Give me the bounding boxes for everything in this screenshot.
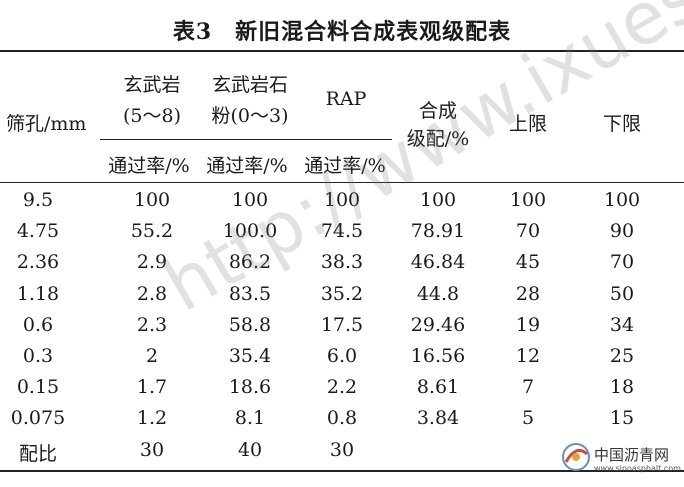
table-cell: 30: [139, 438, 165, 461]
table-cell: 38.3: [320, 251, 364, 274]
logo-url: www.sinoasphalt.com: [594, 464, 681, 473]
table-cell: 28: [515, 282, 541, 305]
top-rule: [0, 50, 684, 52]
table-cell: 6.0: [326, 345, 358, 367]
header-passing-2: 通过率/%: [206, 155, 288, 177]
sieve-size-cell: 0.15: [16, 376, 60, 399]
header-basalt-line1: 玄武岩: [123, 74, 181, 96]
header-passing-3: 通过率/%: [304, 155, 386, 177]
table-cell: 70: [609, 251, 635, 274]
table-cell: 29.46: [410, 313, 466, 336]
table-cell: 100: [509, 189, 547, 211]
table-cell: 12: [515, 345, 541, 367]
sieve-size-cell: 0.075: [10, 407, 66, 430]
sieve-size-cell: 0.6: [22, 313, 54, 336]
table-cell: 2.9: [136, 251, 168, 274]
site-logo: 中国沥青网 www.sinoasphalt.com: [560, 440, 681, 482]
table-cell: 18.6: [228, 376, 272, 399]
table-cell: 30: [329, 438, 355, 461]
table-cell: 100: [323, 189, 361, 211]
table-cell: 46.84: [410, 251, 466, 274]
table-cell: 45: [515, 251, 541, 274]
sieve-size-cell: 配比: [18, 442, 57, 465]
header-passing-1: 通过率/%: [108, 155, 190, 177]
sieve-size-cell: 4.75: [16, 220, 60, 243]
table-cell: 2.3: [136, 313, 168, 336]
table-cell: 35.2: [320, 282, 364, 305]
table-cell: 58.8: [228, 313, 272, 336]
table-cell: 8.61: [416, 376, 460, 399]
table-cell: 2.8: [136, 282, 168, 305]
table-cell: 35.4: [228, 345, 272, 367]
sieve-size-cell: 2.36: [16, 251, 60, 274]
sieve-size-cell: 9.5: [22, 189, 54, 211]
table-cell: 1.2: [136, 407, 168, 430]
header-sieve: 筛孔/mm: [6, 113, 87, 135]
table-cell: 16.56: [410, 345, 466, 367]
table-title: 表3 新旧混合料合成表观级配表: [172, 19, 512, 45]
header-synth-line1: 合成: [418, 100, 457, 122]
table-cell: 55.2: [130, 220, 174, 243]
table-cell: 74.5: [320, 220, 364, 243]
table-cell: 7: [521, 376, 535, 399]
table-cell: 100: [133, 189, 171, 211]
sieve-size-cell: 0.3: [22, 345, 54, 367]
table-cell: 100: [231, 189, 269, 211]
table-cell: 15: [609, 407, 635, 430]
table-cell: 40: [237, 438, 263, 461]
table-cell: 100.0: [222, 220, 278, 243]
table-cell: 50: [609, 282, 635, 305]
table-cell: 2: [145, 345, 159, 367]
header-basalt-line2: (5～8): [122, 105, 181, 127]
header-upper: 上限: [508, 113, 547, 135]
header-lower: 下限: [602, 113, 641, 135]
table-cell: 1.7: [136, 376, 168, 399]
table-cell: 2.2: [326, 376, 358, 399]
table-cell: 8.1: [234, 407, 266, 430]
table-cell: 83.5: [228, 282, 272, 305]
header-synth-line2: 级配/%: [406, 128, 470, 150]
table-cell: 19: [515, 313, 541, 336]
logo-text: 中国沥青网: [594, 446, 670, 464]
table-cell: 17.5: [320, 313, 364, 336]
bottom-rule: [0, 470, 684, 472]
table-cell: 44.8: [416, 282, 460, 305]
header-basalt-powder-line1: 玄武岩石: [211, 74, 288, 96]
table-cell: 18: [609, 376, 635, 399]
table-cell: 0.8: [326, 407, 358, 430]
table-cell: 3.84: [416, 407, 460, 430]
table-cell: 100: [419, 189, 457, 211]
table-cell: 90: [609, 220, 635, 243]
table-cell: 70: [515, 220, 541, 243]
header-bottom-rule: [0, 182, 684, 183]
header-rap: RAP: [325, 88, 367, 110]
table-cell: 78.91: [410, 220, 466, 243]
sieve-size-cell: 1.18: [16, 282, 60, 305]
header-basalt-powder-line2: 粉(0～3): [211, 105, 289, 127]
table-cell: 25: [609, 345, 635, 367]
table-cell: 5: [521, 407, 535, 430]
table-cell: 86.2: [228, 251, 272, 274]
table-cell: 100: [603, 189, 641, 211]
table-cell: 34: [609, 313, 635, 336]
logo-emblem-icon: [562, 443, 590, 471]
sub-header-rule: [100, 139, 392, 140]
